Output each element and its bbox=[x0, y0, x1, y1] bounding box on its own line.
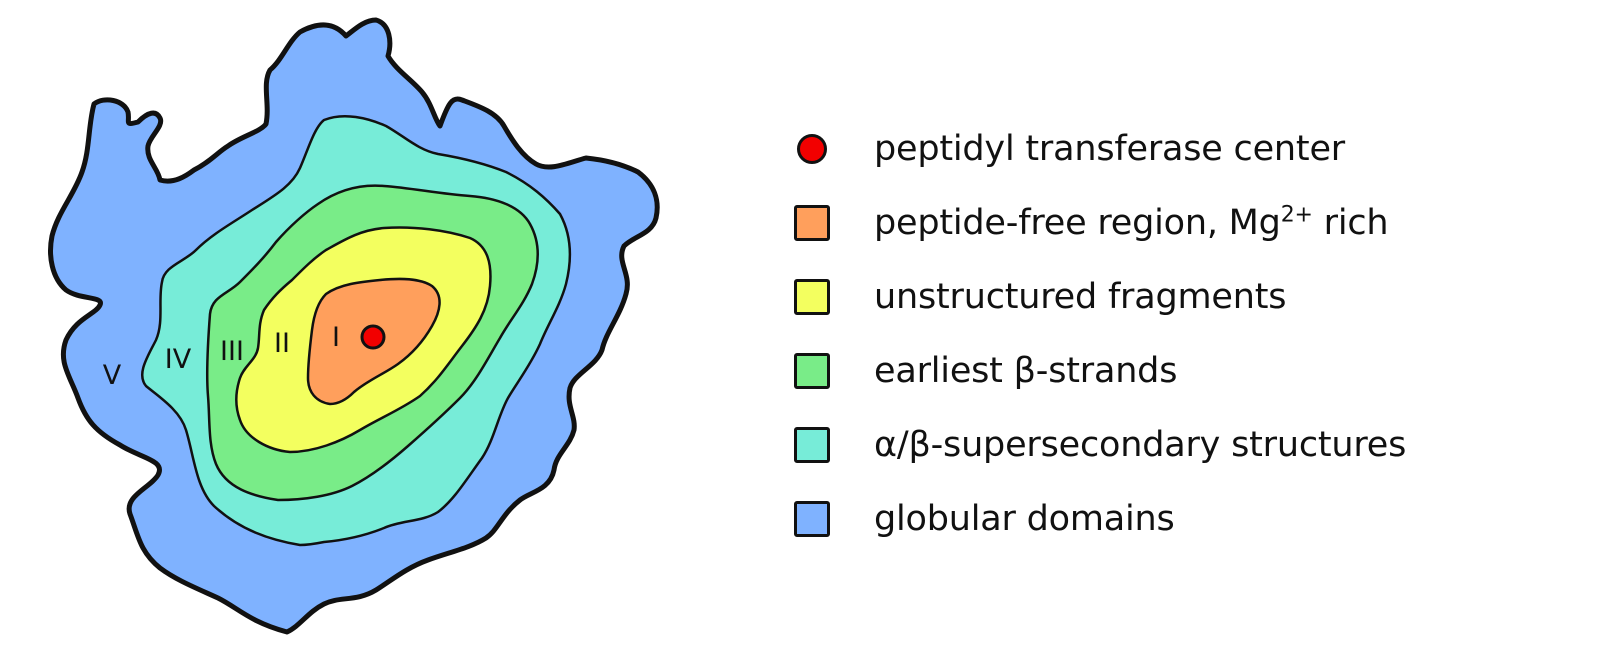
legend-label-main: peptide-free region, Mg bbox=[874, 203, 1281, 243]
legend-item-peptidyl-transferase-center: peptidyl transferase center bbox=[792, 112, 1572, 186]
legend-label: peptide-free region, Mg2+ rich bbox=[874, 202, 1389, 243]
legend-label-superscript: 2+ bbox=[1280, 202, 1313, 228]
legend-item-peptide-free-region: peptide-free region, Mg2+ rich bbox=[792, 186, 1572, 260]
legend-label: globular domains bbox=[874, 499, 1175, 539]
peptidyl-transferase-center-marker bbox=[360, 324, 386, 350]
legend-swatch-unstructured bbox=[794, 279, 830, 315]
zone-label-ii: II bbox=[274, 328, 290, 359]
legend-swatch-supersecondary bbox=[794, 427, 830, 463]
ribosome-zone-diagram: V IV III II I bbox=[48, 17, 660, 635]
legend-swatch-peptide-free bbox=[794, 205, 830, 241]
legend-label: unstructured fragments bbox=[874, 277, 1287, 317]
zone-label-iv: IV bbox=[165, 344, 192, 375]
legend-item-globular-domains: globular domains bbox=[792, 482, 1572, 556]
legend-label: peptidyl transferase center bbox=[874, 129, 1345, 169]
legend-label: earliest β-strands bbox=[874, 351, 1178, 391]
legend-swatch-globular bbox=[794, 501, 830, 537]
legend-item-supersecondary-structures: α/β-supersecondary structures bbox=[792, 408, 1572, 482]
zone-label-i: I bbox=[332, 322, 340, 353]
zone-label-v: V bbox=[103, 360, 122, 391]
legend-swatch-ptc bbox=[797, 134, 827, 164]
legend-item-unstructured-fragments: unstructured fragments bbox=[792, 260, 1572, 334]
legend-label: α/β-supersecondary structures bbox=[874, 425, 1407, 465]
zone-label-iii: III bbox=[220, 336, 244, 367]
legend-label-suffix: rich bbox=[1312, 203, 1389, 243]
legend: peptidyl transferase center peptide-free… bbox=[792, 112, 1572, 556]
legend-swatch-beta-strands bbox=[794, 353, 830, 389]
legend-item-earliest-beta-strands: earliest β-strands bbox=[792, 334, 1572, 408]
